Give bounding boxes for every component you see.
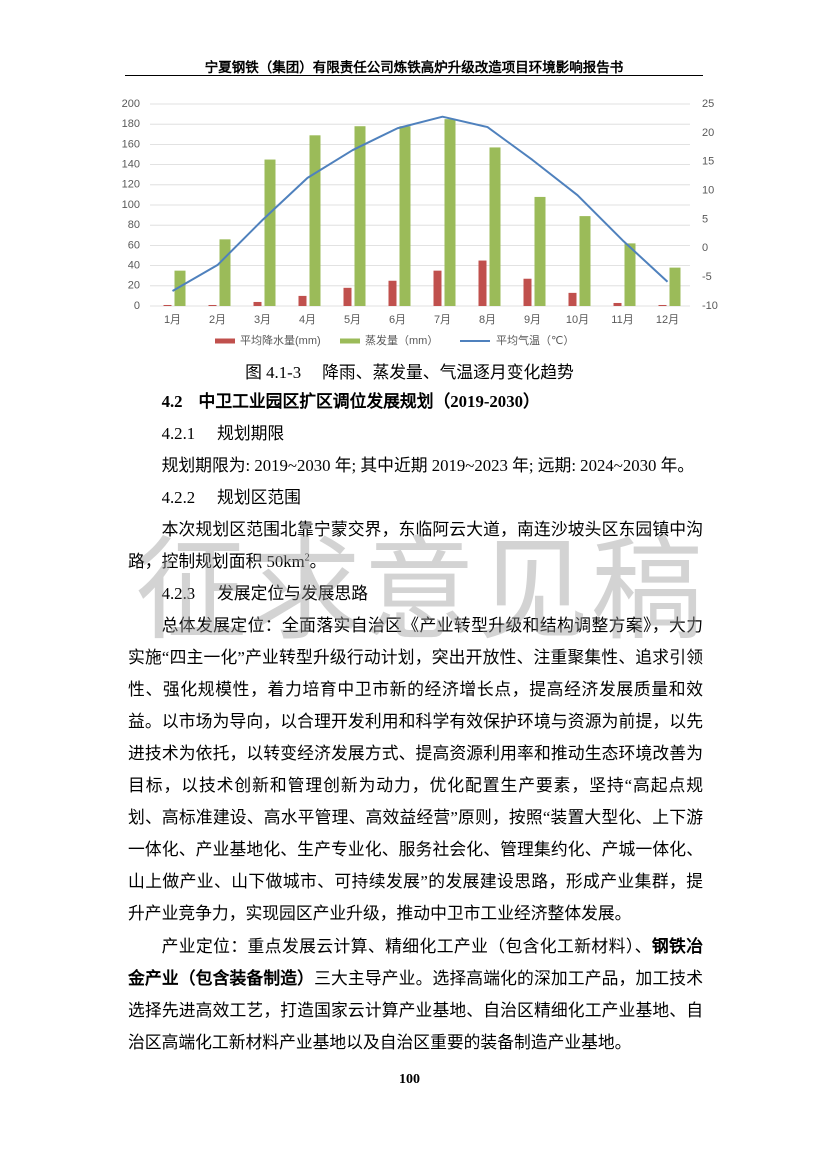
bar [219, 239, 231, 306]
text-run: 本次规划区范围北靠宁蒙交界，东临阿云大道，南连沙坡头区东园镇中沟路，控制规划面积… [128, 520, 703, 571]
bar [624, 243, 636, 306]
line [172, 115, 669, 292]
y-tick-label: 40 [128, 260, 140, 272]
paragraph: 本次规划区范围北靠宁蒙交界，东临阿云大道，南连沙坡头区东园镇中沟路，控制规划面积… [128, 514, 703, 578]
x-tick-label: 12月 [656, 314, 679, 326]
y-tick-label: 0 [134, 300, 140, 312]
bar [388, 280, 397, 306]
x-tick-label: 5月 [344, 314, 361, 326]
x-tick-label: 3月 [254, 314, 271, 326]
subsection-heading: 4.2.2 规划区范围 [128, 482, 703, 514]
bar [478, 260, 487, 306]
text-run: 产业定位：重点发展云计算、精细化工产业（包含化工新材料）、 [161, 937, 652, 956]
paragraph: 产业定位：重点发展云计算、精细化工产业（包含化工新材料）、钢铁冶金产业（包含装备… [128, 931, 703, 1059]
section-heading: 4.2 中卫工业园区扩区调位发展规划（2019-2030） [128, 386, 703, 418]
x-tick-label: 9月 [524, 314, 541, 326]
bar [444, 119, 456, 307]
paragraph: 规划期限为: 2019~2030 年; 其中近期 2019~2023 年; 远期… [128, 450, 703, 482]
bar [309, 135, 321, 306]
x-tick-label: 7月 [434, 314, 451, 326]
caption-number: 图 4.1-3 [245, 363, 302, 382]
bar [534, 196, 546, 306]
y2-tick-label: 5 [702, 213, 708, 225]
bar [669, 267, 681, 306]
bar [174, 270, 186, 306]
bold-run: 钢铁冶金产业（包含装备制造） [128, 937, 703, 988]
legend-label: 蒸发量（mm） [365, 333, 438, 347]
y-tick-label: 120 [122, 179, 140, 191]
text-run: 总体发展定位：全面落实自治区《产业转型升级和结构调整方案》，大力实施“四主一化”… [128, 616, 703, 923]
bar [613, 302, 622, 306]
subsection-title: 规划期限 [217, 424, 285, 443]
x-tick-label: 10月 [566, 314, 589, 326]
y2-tick-label: 25 [702, 98, 714, 110]
bar [343, 287, 352, 306]
bar [523, 278, 532, 306]
text-run: 三大主导产业。选择高端化的深加工产品，加工技术选择先进高效工艺，打造国家云计算产… [128, 969, 703, 1052]
bar [298, 295, 307, 306]
y-tick-label: 100 [122, 199, 140, 211]
body: 4.2 中卫工业园区扩区调位发展规划（2019-2030） 4.2.1 规划期限 规… [128, 386, 703, 1059]
x-tick-label: 8月 [479, 314, 496, 326]
y-tick-label: 80 [128, 219, 140, 231]
subsection-heading: 4.2.3 发展定位与发展思路 [128, 578, 703, 610]
y2-tick-label: -10 [702, 300, 718, 312]
section-title: 中卫工业园区扩区调位发展规划（2019-2030） [198, 392, 540, 411]
y-tick-label: 160 [122, 138, 140, 150]
y2-tick-label: -5 [702, 271, 712, 283]
subsection-number: 4.2.1 [161, 424, 196, 443]
y2-tick-label: 15 [702, 156, 714, 168]
legend-swatch [340, 338, 360, 344]
y2-tick-label: 0 [702, 242, 708, 254]
caption-text: 降雨、蒸发量、气温逐月变化趋势 [322, 363, 574, 382]
y-tick-label: 140 [122, 159, 140, 171]
text-run: 。 [309, 552, 327, 571]
header-title: 宁夏钢铁（集团）有限责任公司炼铁高炉升级改造项目环境影响报告书 [204, 60, 624, 75]
subsection-title: 规划区范围 [217, 488, 301, 507]
legend-swatch [215, 338, 235, 344]
y2-tick-label: 20 [702, 127, 714, 139]
chart: 0 20 40 60 80 100 120 140 160 180 200 -10 -5 0 5 10 15 20… [122, 98, 718, 347]
x-tick-label: 2月 [209, 314, 226, 326]
y-tick-label: 200 [122, 98, 140, 110]
bar [579, 216, 591, 306]
section-number: 4.2 [161, 392, 183, 411]
bar [253, 301, 262, 306]
caption: 图 4.1-3 降雨、蒸发量、气温逐月变化趋势 [0, 359, 819, 383]
text-run: 规划期限为: 2019~2030 年; 其中近期 2019~2023 年; 远期… [161, 456, 695, 475]
y-tick-label: 180 [122, 118, 140, 130]
bar [489, 147, 501, 306]
legend-label: 平均降水量(mm) [240, 333, 321, 347]
bar [399, 126, 411, 306]
x-tick-label: 4月 [299, 314, 316, 326]
header-rule [125, 75, 703, 76]
bar [163, 304, 172, 306]
superscript: 2 [304, 552, 310, 564]
x-tick-label: 11月 [611, 314, 633, 326]
x-tick-label: 6月 [389, 314, 406, 326]
subsection-number: 4.2.3 [161, 584, 196, 603]
bar [354, 126, 366, 306]
bar [433, 270, 442, 306]
y2-tick-label: 10 [702, 184, 714, 196]
paragraph: 总体发展定位：全面落实自治区《产业转型升级和结构调整方案》，大力实施“四主一化”… [128, 610, 703, 930]
bar [658, 304, 667, 306]
subsection-heading: 4.2.1 规划期限 [128, 418, 703, 450]
y-tick-label: 20 [128, 280, 140, 292]
bar [208, 304, 217, 306]
x-tick-label: 1月 [164, 314, 181, 326]
subsection-number: 4.2.2 [161, 488, 196, 507]
bar [568, 292, 577, 306]
bar [264, 159, 276, 306]
legend-label: 平均气温（℃） [496, 333, 574, 347]
page-number: 100 [399, 1072, 420, 1087]
subsection-title: 发展定位与发展思路 [217, 584, 369, 603]
y-tick-label: 60 [128, 239, 140, 251]
